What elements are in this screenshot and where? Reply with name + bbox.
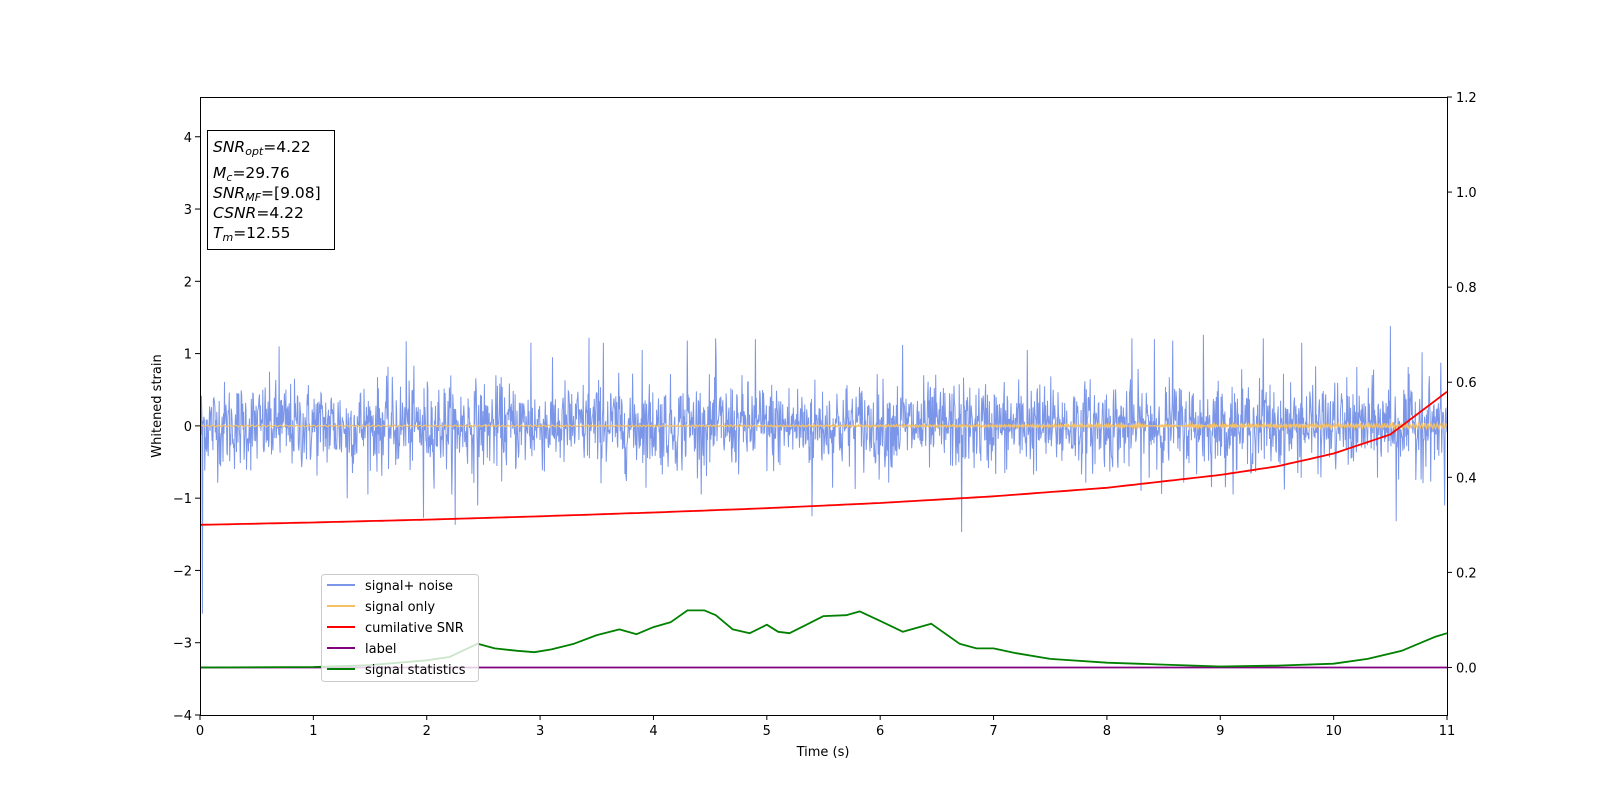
legend-label-signal-noise: signal+ noise xyxy=(365,579,453,594)
signal-only-line xyxy=(200,420,1447,432)
signal-statistics-line xyxy=(200,609,1447,669)
cumulative-snr-line xyxy=(200,390,1447,526)
legend-frame xyxy=(321,574,479,682)
y2-tick-label: 0.4 xyxy=(1456,471,1477,486)
y-tick-label: 0 xyxy=(184,420,192,435)
x-tick-label: 3 xyxy=(536,724,544,739)
y-axis-left: −4 −3 −2 −1 0 1 2 3 4 xyxy=(173,131,200,724)
plot-frame xyxy=(200,97,1448,716)
x-tick-label: 2 xyxy=(423,724,431,739)
y2-tick-label: 0.0 xyxy=(1456,661,1477,676)
x-tick-label: 11 xyxy=(1439,724,1456,739)
legend-label-label: label xyxy=(365,642,396,657)
legend-item-signal-statistics: signal statistics xyxy=(327,663,466,678)
stat-csnr: CSNR=4.22 xyxy=(213,204,304,222)
stat-snr-mf-var: SNR xyxy=(213,184,245,202)
y-axis-label: Whitened strain xyxy=(150,354,165,457)
y2-tick-label: 0.8 xyxy=(1456,281,1477,296)
stat-snr-opt: SNRopt=4.22 xyxy=(213,138,311,158)
y2-tick-label: 0.6 xyxy=(1456,376,1477,391)
stat-tm-value: =12.55 xyxy=(233,224,290,242)
stat-snr-mf-value: =[9.08] xyxy=(261,184,321,202)
stat-chirp-mass-sub: c xyxy=(226,171,232,184)
stat-snr-opt-sub: opt xyxy=(245,145,264,158)
stat-tm-sub: m xyxy=(222,231,233,244)
stats-box: SNRopt=4.22 Mc=29.76 SNRMF=[9.08] CSNR=4… xyxy=(207,130,335,250)
series-signal-statistics xyxy=(200,609,1447,669)
series-signal-plus-noise xyxy=(200,326,1447,614)
stat-chirp-mass-var: M xyxy=(213,164,226,182)
x-tick-label: 7 xyxy=(989,724,997,739)
stat-csnr-var: CSNR xyxy=(213,204,256,222)
x-tick-label: 5 xyxy=(763,724,771,739)
y-tick-label: 2 xyxy=(184,275,192,290)
x-tick-label: 0 xyxy=(196,724,204,739)
legend-item-signal-noise: signal+ noise xyxy=(327,579,453,594)
stat-csnr-value: =4.22 xyxy=(256,204,304,222)
x-tick-label: 4 xyxy=(649,724,657,739)
y-tick-label: −1 xyxy=(173,492,192,507)
y-tick-label: −3 xyxy=(173,637,192,652)
legend: signal+ noise signal only cumilative SNR… xyxy=(321,574,479,682)
stat-snr-mf-sub: MF xyxy=(245,191,261,204)
legend-label-cumulative-snr: cumilative SNR xyxy=(365,621,464,636)
legend-item-label: label xyxy=(327,642,396,657)
y2-tick-label: 0.2 xyxy=(1456,566,1477,581)
x-tick-label: 1 xyxy=(309,724,317,739)
y2-tick-label: 1.0 xyxy=(1456,186,1477,201)
stat-snr-opt-var: SNR xyxy=(213,138,245,156)
y-tick-label: 3 xyxy=(184,203,192,218)
y-tick-label: 4 xyxy=(184,131,192,146)
legend-label-signal-only: signal only xyxy=(365,600,435,615)
legend-label-signal-statistics: signal statistics xyxy=(365,663,466,678)
x-tick-label: 9 xyxy=(1216,724,1224,739)
series-signal-only xyxy=(200,420,1447,432)
x-axis: 0 1 2 3 4 5 6 7 8 9 10 11 xyxy=(196,715,1455,739)
stat-snr-opt-value: =4.22 xyxy=(263,138,311,156)
signal-plus-noise-line xyxy=(200,326,1447,614)
y2-tick-label: 1.2 xyxy=(1456,91,1477,106)
stat-snr-mf: SNRMF=[9.08] xyxy=(213,184,321,204)
x-tick-label: 8 xyxy=(1103,724,1111,739)
y-axis-right: 0.0 0.2 0.4 0.6 0.8 1.0 1.2 xyxy=(1447,91,1477,676)
x-axis-label: Time (s) xyxy=(796,745,850,760)
stat-tm-var: T xyxy=(213,224,224,242)
y-tick-label: −4 xyxy=(173,709,192,724)
stat-chirp-mass-value: =29.76 xyxy=(232,164,289,182)
series-cumulative-snr xyxy=(200,390,1447,526)
x-tick-label: 6 xyxy=(876,724,884,739)
legend-item-signal-only: signal only xyxy=(327,600,435,615)
x-tick-label: 10 xyxy=(1325,724,1342,739)
stat-tm: Tm=12.55 xyxy=(213,224,291,244)
y-tick-label: −2 xyxy=(173,564,192,579)
legend-item-cumulative-snr: cumilative SNR xyxy=(327,621,464,636)
stat-chirp-mass: Mc=29.76 xyxy=(213,164,290,184)
y-tick-label: 1 xyxy=(184,348,192,363)
